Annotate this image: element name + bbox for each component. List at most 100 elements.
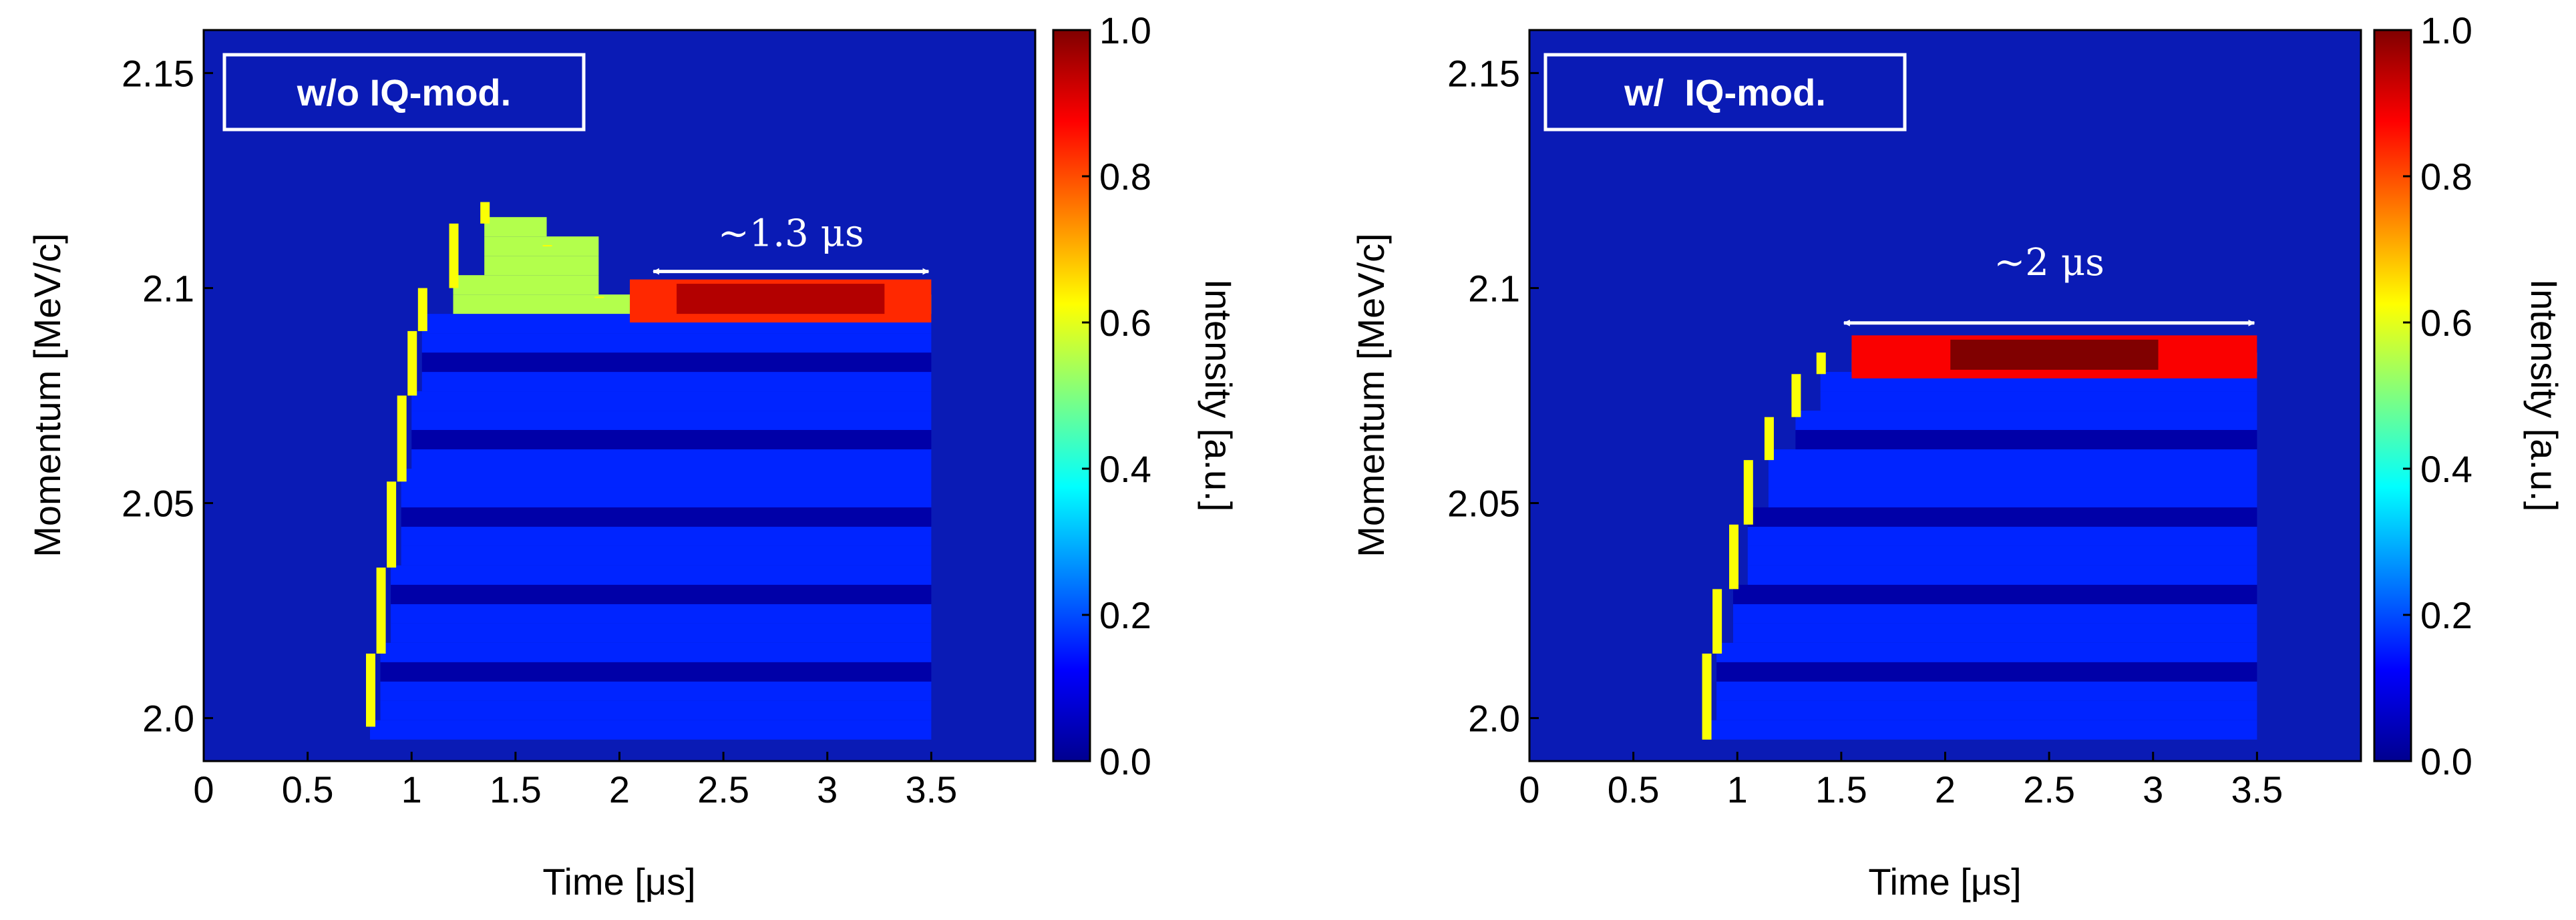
heatmap-onset-cell	[1712, 589, 1722, 654]
heatmap-onset-cell	[387, 481, 397, 568]
x-tick-label: 2.5	[697, 768, 749, 811]
heatmap-onset-cell	[376, 567, 386, 654]
x-tick-label: 1.5	[1815, 768, 1867, 811]
y-tick-label: 2.0	[1468, 698, 1520, 740]
panel-label-box	[1543, 53, 1907, 132]
heatmap-peak-core	[677, 284, 885, 314]
heatmap-band	[401, 487, 932, 507]
x-tick-label: 0	[193, 768, 214, 811]
heatmap-band	[1716, 681, 2257, 701]
x-tick-label: 0.5	[1608, 768, 1660, 811]
colorbar-tick-label: 0.8	[2420, 156, 2472, 198]
heatmap-band	[391, 623, 932, 643]
colorbar-tick-label: 1.0	[1099, 9, 1151, 51]
heatmap-band	[484, 217, 547, 237]
heatmap-panel-with-iq-mod: 0 0.5 1 1.5 2 2.5 3 3.5 2.0 2.05 2.1 2.15 Time [μs…	[1350, 9, 2565, 903]
heatmap-band	[391, 604, 932, 624]
heatmap-band	[380, 642, 932, 662]
heatmap-band	[1706, 720, 2257, 740]
heatmap-band	[411, 391, 932, 411]
y-tick-label: 2.1	[142, 267, 194, 309]
colorbar-tick-label: 0.4	[2420, 448, 2472, 490]
heatmap-band	[391, 565, 932, 585]
heatmap-onset-cell	[1816, 353, 1826, 375]
colorbar-ticks: 0.0 0.2 0.4 0.6 0.8 1.0	[2403, 9, 2472, 782]
heatmap-onset-cell	[397, 395, 407, 482]
y-tick-label: 2.15	[1447, 52, 1520, 94]
heatmap-onset-cell	[1729, 524, 1739, 590]
colorbar-tick-label: 0.6	[2420, 302, 2472, 344]
colorbar-tick-label: 1.0	[2420, 9, 2472, 51]
heatmap-band	[421, 353, 932, 373]
heatmap-band	[484, 236, 599, 256]
heatmap-intensity-layer	[366, 202, 932, 740]
heatmap-intensity-layer	[1702, 335, 2257, 740]
heatmap-band	[1747, 507, 2257, 527]
heatmap-band	[484, 256, 599, 276]
heatmap-band	[401, 507, 932, 527]
heatmap-band	[370, 720, 932, 740]
panel-label: w/o IQ-mod.	[297, 71, 511, 113]
colorbar-tick-label: 0.2	[1099, 594, 1151, 636]
heatmap-onset-cell	[1702, 653, 1712, 740]
x-tick-label: 1	[401, 768, 422, 811]
heatmap-band	[380, 681, 932, 701]
heatmap-band	[380, 662, 932, 682]
heatmap-band	[1768, 469, 2257, 488]
x-tick-label: 3	[817, 768, 838, 811]
heatmap-band	[411, 430, 932, 450]
colorbar-tick-label: 0.2	[2420, 594, 2472, 636]
heatmap-onset-cell	[542, 245, 552, 247]
y-tick-label: 2.15	[122, 52, 194, 94]
panel-label-box	[222, 53, 586, 132]
y-tick-label: 2.05	[122, 483, 194, 525]
colorbar-tick-label: 0.6	[1099, 302, 1151, 344]
x-axis-label: Time [μs]	[542, 861, 695, 903]
x-tick-label: 1.5	[490, 768, 542, 811]
y-tick-label: 2.05	[1447, 483, 1520, 525]
heatmap-band	[1820, 391, 2257, 411]
x-tick-label: 3.5	[905, 768, 957, 811]
heatmap-band	[1716, 662, 2257, 682]
heatmap-band	[1768, 487, 2257, 507]
x-tick-label: 0.5	[282, 768, 334, 811]
x-axis-ticks: 0 0.5 1 1.5 2 2.5 3 3.5	[1519, 752, 2283, 811]
x-tick-label: 3.5	[2231, 768, 2283, 811]
heatmap-band	[411, 449, 932, 469]
heatmap-band	[1733, 623, 2257, 643]
x-tick-label: 2	[609, 768, 630, 811]
heatmap-band	[1747, 526, 2257, 546]
y-tick-label: 2.0	[142, 698, 194, 740]
y-axis-ticks: 2.0 2.05 2.1 2.15	[122, 52, 213, 740]
panel-label: w/ IQ-mod.	[1624, 71, 1826, 113]
x-axis-ticks: 0 0.5 1 1.5 2 2.5 3 3.5	[193, 752, 957, 811]
colorbar-label: Intensity [a.u.]	[1198, 279, 1240, 512]
heatmap-panel-without-iq-mod: 0 0.5 1 1.5 2 2.5 3 3.5 2.0 2.05 2.1 2.15 Time [μs…	[26, 9, 1240, 903]
colorbar-tick-label: 0.8	[1099, 156, 1151, 198]
colorbar-tick-label: 0.4	[1099, 448, 1151, 490]
x-tick-label: 1	[1727, 768, 1748, 811]
colorbar-label: Intensity [a.u.]	[2523, 279, 2565, 512]
heatmap-band	[401, 526, 932, 546]
heatmap-onset-cell	[417, 288, 427, 331]
heatmap-band	[1733, 584, 2257, 604]
y-axis-ticks: 2.0 2.05 2.1 2.15	[1447, 52, 1539, 740]
x-tick-label: 2	[1935, 768, 1956, 811]
heatmap-band	[391, 584, 932, 604]
heatmap-onset-cell	[366, 653, 375, 727]
heatmap-onset-cell	[1743, 460, 1753, 525]
heatmap-onset-cell	[1764, 417, 1774, 461]
heatmap-band	[380, 700, 932, 720]
heatmap-band	[1795, 430, 2257, 450]
heatmap-band	[1795, 411, 2257, 431]
heatmap-onset-cell	[449, 223, 459, 288]
duration-annotation: ~2 μs	[1994, 241, 2104, 284]
colorbar-tick-label: 0.0	[1099, 740, 1151, 782]
colorbar-ticks: 0.0 0.2 0.4 0.6 0.8 1.0	[1082, 9, 1151, 782]
heatmap-band	[1716, 700, 2257, 720]
colorbar-tick-label: 0.0	[2420, 740, 2472, 782]
x-tick-label: 3	[2143, 768, 2163, 811]
heatmap-band	[401, 469, 932, 488]
x-tick-label: 2.5	[2023, 768, 2075, 811]
